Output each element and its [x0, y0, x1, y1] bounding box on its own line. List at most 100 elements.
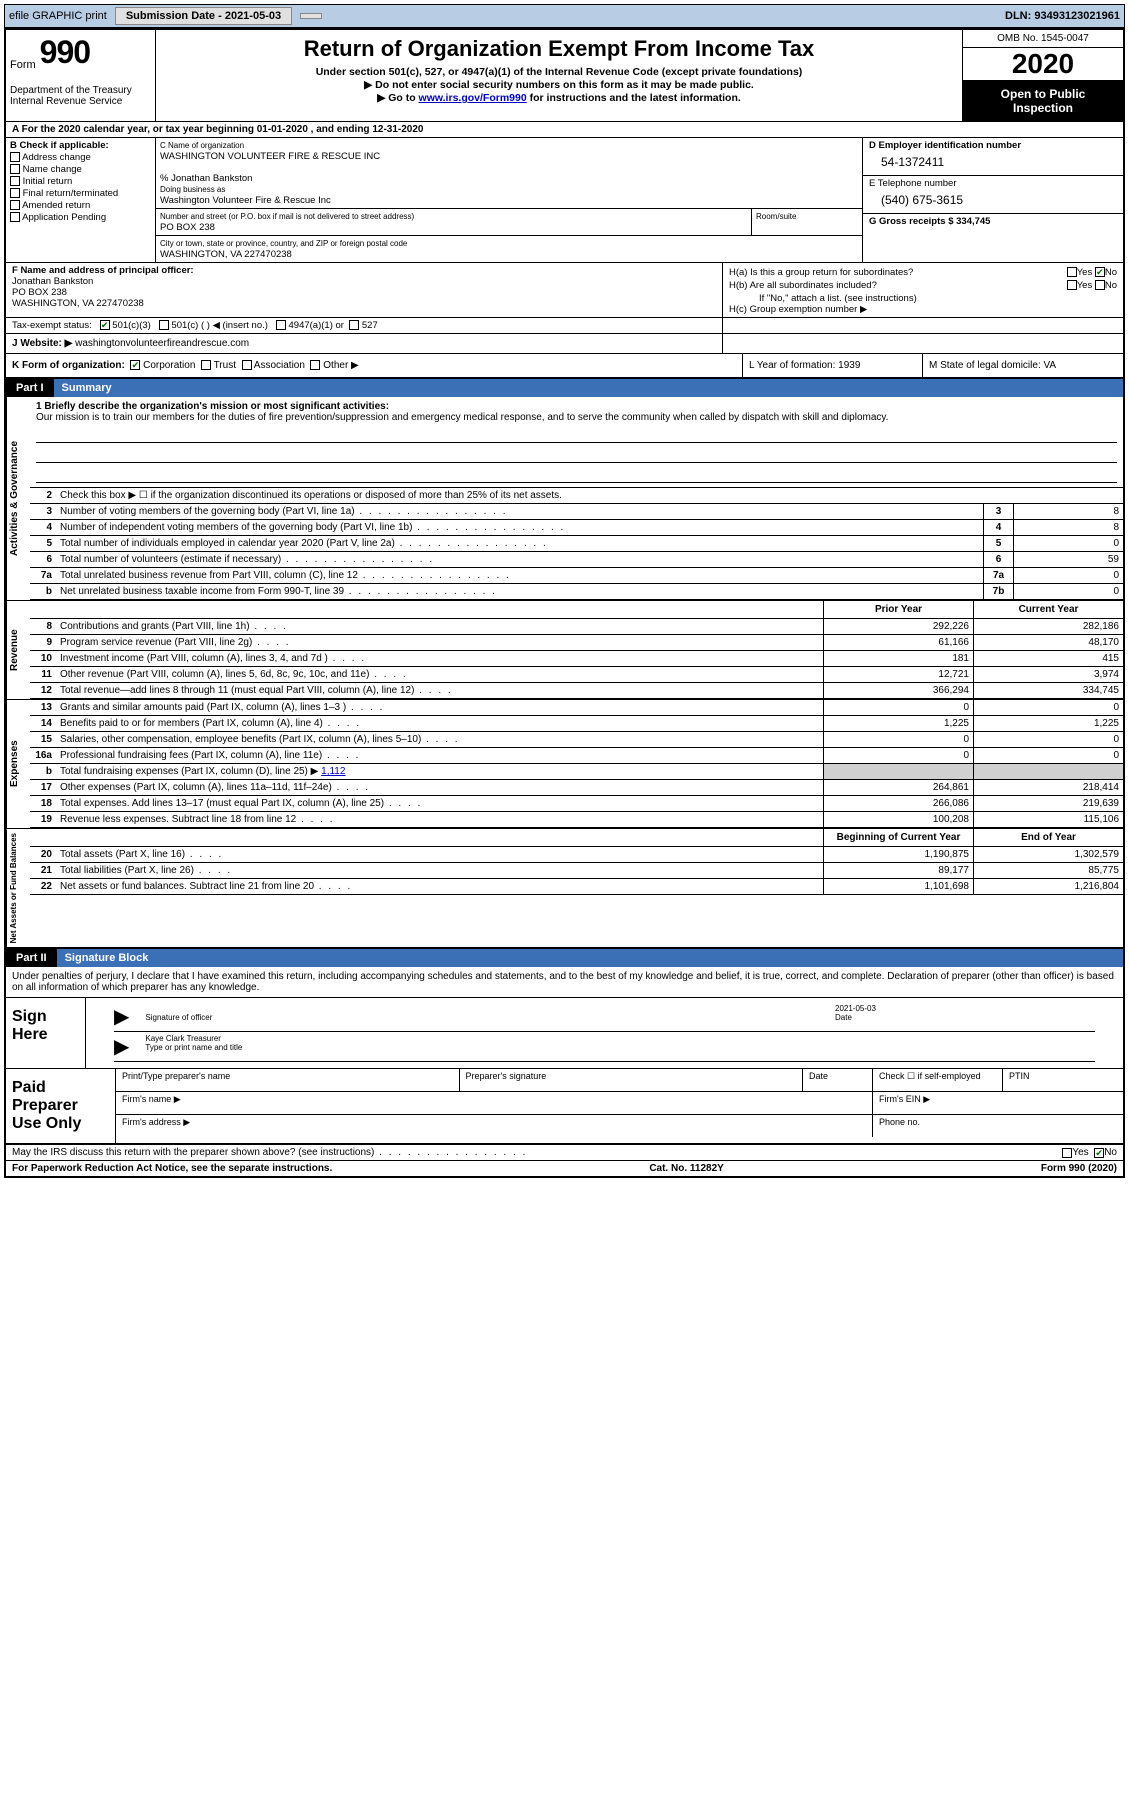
chk-trust[interactable] — [201, 360, 211, 370]
ha-line: H(a) Is this a group return for subordin… — [729, 267, 1117, 278]
submission-date-button[interactable]: Submission Date - 2021-05-03 — [115, 7, 292, 25]
part1-title: Summary — [54, 379, 1123, 397]
tax-year: 2020 — [963, 48, 1123, 81]
form-number: Form 990 — [10, 34, 151, 71]
discuss-yes[interactable] — [1062, 1148, 1072, 1158]
status-options: Tax-exempt status: 501(c)(3) 501(c) ( ) … — [6, 318, 723, 333]
chk-corp[interactable] — [130, 360, 140, 370]
irs-form990-link[interactable]: www.irs.gov/Form990 — [419, 92, 527, 104]
hb-note: If "No," attach a list. (see instruction… — [729, 293, 1117, 304]
hb-no[interactable] — [1095, 280, 1105, 290]
hb-yes[interactable] — [1067, 280, 1077, 290]
chk-initial-return[interactable]: Initial return — [10, 176, 151, 187]
expenses-content: 13 Grants and similar amounts paid (Part… — [30, 700, 1123, 828]
vlabel-expenses: Expenses — [6, 700, 30, 828]
fin-line-21: 21 Total liabilities (Part X, line 26) 8… — [30, 863, 1123, 879]
paid-preparer-row: Paid Preparer Use Only Print/Type prepar… — [6, 1069, 1123, 1145]
footer-bottom: For Paperwork Reduction Act Notice, see … — [6, 1161, 1123, 1176]
room-suite: Room/suite — [752, 209, 862, 235]
chk-pending[interactable]: Application Pending — [10, 212, 151, 223]
discuss-yes-no: Yes No — [1062, 1147, 1117, 1158]
vlabel-netassets: Net Assets or Fund Balances — [6, 829, 30, 947]
fin-line-16a: 16a Professional fundraising fees (Part … — [30, 748, 1123, 764]
blank-line-1 — [36, 429, 1117, 443]
line-16b: b Total fundraising expenses (Part IX, c… — [30, 764, 1123, 780]
chk-4947[interactable] — [276, 320, 286, 330]
org-name: WASHINGTON VOLUNTEER FIRE & RESCUE INC — [160, 151, 380, 162]
section-d-ein: D Employer identification number 54-1372… — [863, 138, 1123, 262]
dba: Washington Volunteer Fire & Rescue Inc — [160, 195, 331, 206]
form-word: Form — [10, 59, 36, 71]
ha-no[interactable] — [1095, 267, 1105, 277]
identification-section: B Check if applicable: Address change Na… — [6, 138, 1123, 263]
chk-amended[interactable]: Amended return — [10, 200, 151, 211]
ein-value: 54-1372411 — [881, 155, 1117, 169]
gov-line-4: 4 Number of independent voting members o… — [30, 520, 1123, 536]
chk-other[interactable] — [310, 360, 320, 370]
gov-line-7a: 7a Total unrelated business revenue from… — [30, 568, 1123, 584]
firm-ein: Firm's EIN ▶ — [873, 1092, 1123, 1114]
ha-yes[interactable] — [1067, 267, 1077, 277]
governance-content: 1 Briefly describe the organization's mi… — [30, 397, 1123, 600]
revenue-content: Prior Year Current Year 8 Contributions … — [30, 601, 1123, 699]
discuss-row: May the IRS discuss this return with the… — [6, 1145, 1123, 1161]
form-header: Form 990 Department of the Treasury Inte… — [6, 30, 1123, 122]
chk-name-change[interactable]: Name change — [10, 164, 151, 175]
end-year-header: End of Year — [973, 829, 1123, 846]
gov-line-6: 6 Total number of volunteers (estimate i… — [30, 552, 1123, 568]
tax-period: A For the 2020 calendar year, or tax yea… — [6, 122, 1123, 138]
subtitle-2: Do not enter social security numbers on … — [162, 79, 956, 91]
sig-officer-line: ▶ Signature of officer 2021-05-03Date — [114, 1004, 1095, 1032]
fin-line-17: 17 Other expenses (Part IX, column (A), … — [30, 780, 1123, 796]
hc-line: H(c) Group exemption number ▶ — [729, 304, 1117, 315]
blank-button[interactable] — [300, 13, 322, 19]
mission-block: 1 Briefly describe the organization's mi… — [30, 397, 1123, 488]
subtitle-1: Under section 501(c), 527, or 4947(a)(1)… — [162, 66, 956, 78]
header-center: Return of Organization Exempt From Incom… — [156, 30, 963, 121]
fin-line-15: 15 Salaries, other compensation, employe… — [30, 732, 1123, 748]
ptin-field: PTIN — [1003, 1069, 1123, 1091]
chk-final-return[interactable]: Final return/terminated — [10, 188, 151, 199]
current-year-header: Current Year — [973, 601, 1123, 618]
expenses-section: Expenses 13 Grants and similar amounts p… — [6, 699, 1123, 828]
gov-line-5: 5 Total number of individuals employed i… — [30, 536, 1123, 552]
fin-line-10: 10 Investment income (Part VIII, column … — [30, 651, 1123, 667]
discuss-no[interactable] — [1094, 1148, 1104, 1158]
line-2: 2 Check this box ▶ ☐ if the organization… — [30, 488, 1123, 504]
chk-501c[interactable] — [159, 320, 169, 330]
vlabel-revenue: Revenue — [6, 601, 30, 699]
fundraising-link[interactable]: 1,112 — [321, 766, 345, 777]
paperwork-notice: For Paperwork Reduction Act Notice, see … — [12, 1163, 332, 1174]
netassets-section: Net Assets or Fund Balances Beginning of… — [6, 828, 1123, 949]
dln-label: DLN: 93493123021961 — [1005, 10, 1120, 22]
chk-address-change[interactable]: Address change — [10, 152, 151, 163]
chk-501c3[interactable] — [100, 320, 110, 330]
principal-officer: F Name and address of principal officer:… — [6, 263, 723, 317]
city-state-zip: City or town, state or province, country… — [156, 236, 862, 262]
sig-date-field: 2021-05-03Date — [835, 1004, 1095, 1029]
revenue-section: Revenue Prior Year Current Year 8 Contri… — [6, 600, 1123, 699]
dept-treasury: Department of the Treasury — [10, 85, 151, 96]
begin-year-header: Beginning of Current Year — [823, 829, 973, 846]
chk-assoc[interactable] — [242, 360, 252, 370]
irs-label: Internal Revenue Service — [10, 96, 151, 107]
tax-exempt-status: Tax-exempt status: 501(c)(3) 501(c) ( ) … — [6, 318, 1123, 334]
self-employed-check[interactable]: Check ☐ if self-employed — [873, 1069, 1003, 1091]
street-address: Number and street (or P.O. box if mail i… — [156, 209, 752, 235]
gov-line-3: 3 Number of voting members of the govern… — [30, 504, 1123, 520]
signature-arrow-icon-2: ▶ — [114, 1034, 129, 1059]
governance-section: Activities & Governance 1 Briefly descri… — [6, 397, 1123, 600]
form-title: Return of Organization Exempt From Incom… — [162, 36, 956, 62]
formation-row: K Form of organization: Corporation Trus… — [6, 354, 1123, 379]
chk-527[interactable] — [349, 320, 359, 330]
prep-date: Date — [803, 1069, 873, 1091]
net-column-header: Beginning of Current Year End of Year — [30, 829, 1123, 847]
status-right-blank — [723, 318, 1123, 333]
omb-number: OMB No. 1545-0047 — [963, 30, 1123, 48]
fin-line-18: 18 Total expenses. Add lines 13–17 (must… — [30, 796, 1123, 812]
header-left: Form 990 Department of the Treasury Inte… — [6, 30, 156, 121]
part1-header: Part I Summary — [6, 379, 1123, 397]
preparer-fields: Print/Type preparer's name Preparer's si… — [116, 1069, 1123, 1143]
firm-phone: Phone no. — [873, 1115, 1123, 1137]
blank-line-3 — [36, 469, 1117, 483]
